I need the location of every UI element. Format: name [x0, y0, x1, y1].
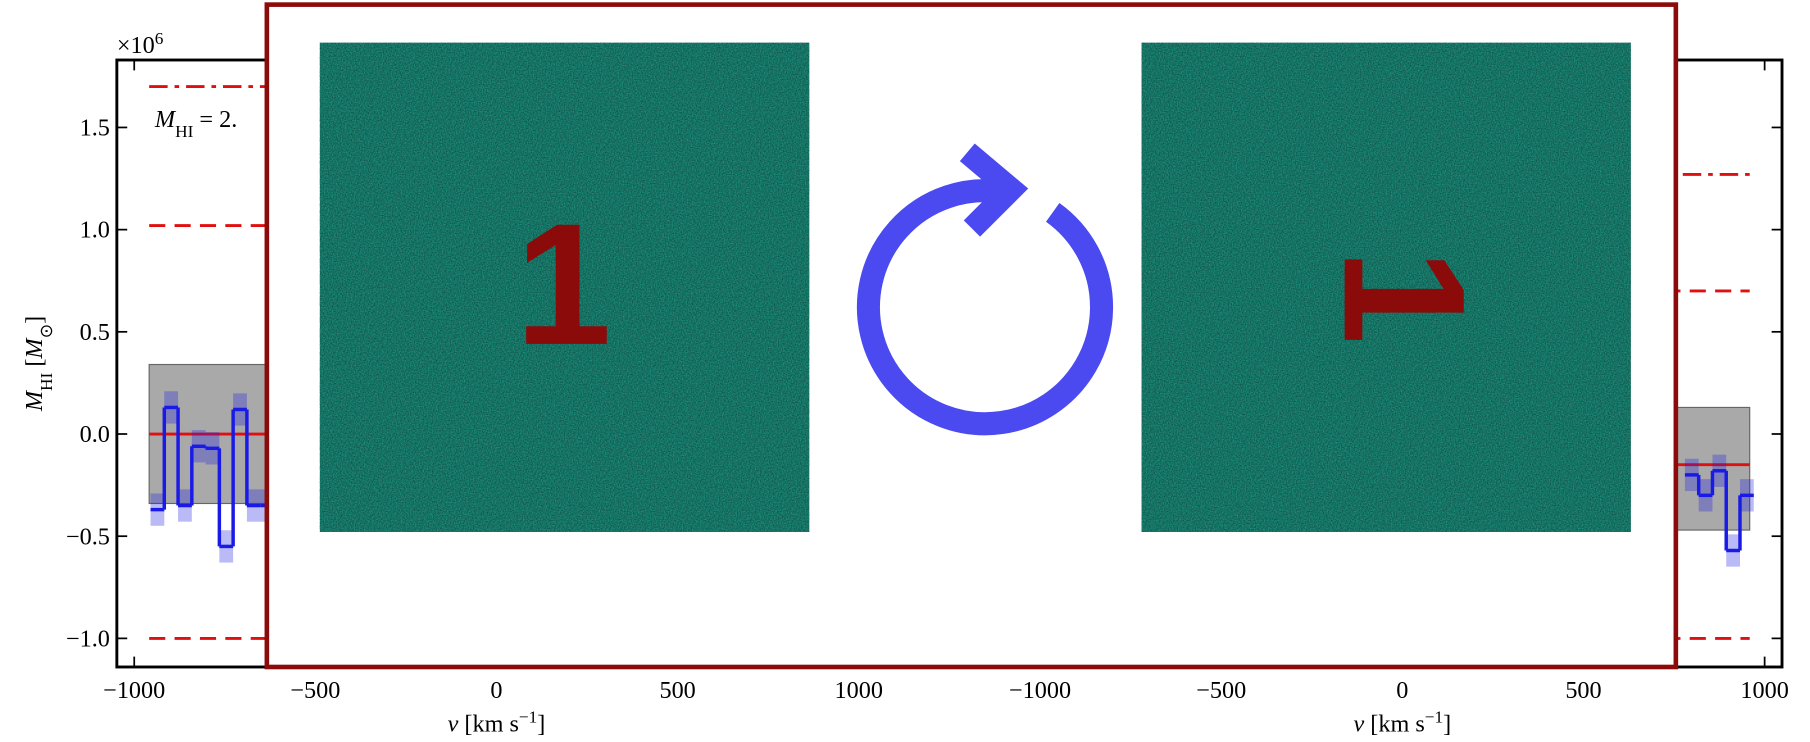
x-tick-label: −1000 — [103, 677, 165, 704]
y-tick-label: 0.0 — [80, 421, 110, 448]
axis-scale-label-part: ×10 — [117, 32, 155, 59]
y-tick-label: 1.5 — [80, 115, 110, 142]
y-tick-label: −1.0 — [66, 625, 110, 652]
x-tick-label: −500 — [1196, 677, 1246, 704]
x-axis-label: v [km s−1] — [1353, 707, 1451, 738]
x-axis-label-part: −1 — [519, 707, 537, 726]
y-tick-label: 0.5 — [80, 319, 110, 346]
axis-scale-label: ×106 — [117, 29, 164, 60]
y-axis-label: MHI [M⊙] — [21, 316, 55, 412]
y-axis-label-part: M — [21, 337, 48, 360]
x-tick-label: 500 — [1565, 677, 1601, 704]
y-tick-label: 1.0 — [80, 217, 110, 244]
x-tick-label: 1000 — [835, 677, 883, 704]
x-tick-label: −500 — [290, 677, 340, 704]
x-axis-label-part: −1 — [1425, 707, 1443, 726]
y-axis-label-part: ⊙ — [36, 324, 55, 339]
axis-scale-label-part: 6 — [155, 29, 164, 48]
x-tick-label: 1000 — [1740, 677, 1788, 704]
x-axis-label-part: ] — [1443, 711, 1451, 738]
annotation-part: M — [154, 106, 177, 133]
x-axis-label: v [km s−1] — [448, 707, 546, 738]
rotate-arrowhead — [959, 143, 1029, 237]
y-tick-label: −0.5 — [66, 523, 110, 550]
x-tick-label: −1000 — [1009, 677, 1071, 704]
image-label: 1 — [515, 187, 611, 381]
x-axis-label-part: v — [448, 711, 459, 738]
noise-image-left — [319, 42, 810, 532]
y-axis-label-part: M — [21, 389, 48, 412]
annotation-part: = 2. — [193, 106, 237, 133]
x-axis-label-part: ] — [537, 711, 545, 738]
y-axis-label-part: HI — [36, 372, 55, 390]
overlay: 1 1 — [264, 2, 1679, 670]
x-tick-label: 0 — [1396, 677, 1408, 704]
x-axis-label-part: [km s — [1364, 711, 1425, 738]
rotate-arrow — [856, 179, 1114, 436]
y-axis-label-part: [ — [21, 359, 48, 373]
x-axis-label-part: [km s — [458, 711, 519, 738]
image-label-rotated: 1 — [1308, 248, 1502, 344]
y-axis-label-part: ] — [21, 316, 48, 324]
x-axis-label-part: v — [1353, 711, 1364, 738]
x-tick-label: 0 — [490, 677, 502, 704]
x-tick-label: 500 — [659, 677, 695, 704]
annotation: MHI = 2. — [154, 106, 237, 141]
noise-image-right — [1141, 42, 1631, 532]
annotation-part: HI — [175, 121, 193, 140]
